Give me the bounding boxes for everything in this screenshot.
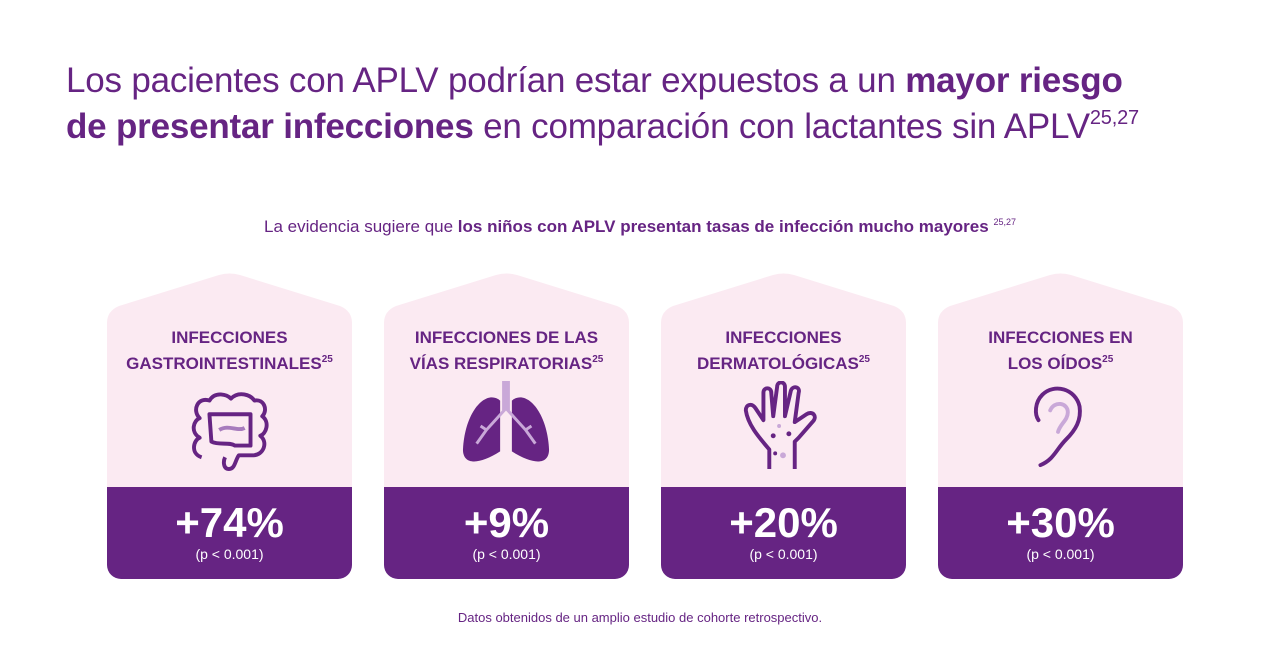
stat-value: +30% [1006,499,1115,546]
card-title: INFECCIONES DE LAS VÍAS RESPIRATORIAS25 [384,325,629,377]
stat-value: +20% [729,499,838,546]
p-value: (p < 0.001) [472,546,541,562]
p-value: (p < 0.001) [1026,546,1095,562]
intestine-icon [191,392,269,471]
card-title: INFECCIONES DERMATOLÓGICAS25 [661,325,906,377]
subtitle: La evidencia sugiere que los niños con A… [0,217,1280,237]
card-ref: 25 [592,354,604,365]
card-title-line: INFECCIONES DE LAS [414,328,599,347]
ear-icon [1033,386,1082,468]
p-value: (p < 0.001) [749,546,818,562]
subtitle-refs: 25,27 [993,217,1016,227]
title-refs: 25,27 [1089,107,1139,129]
card-stat: +9% (p < 0.001) [384,487,629,579]
card-title-line: GASTROINTESTINALES [126,354,322,373]
footnote: Datos obtenidos de un amplio estudio de … [457,610,823,625]
subtitle-text: La evidencia sugiere que [264,217,458,236]
title-bold: mayor riesgo [905,61,1123,100]
card-ref: 25 [1102,354,1114,365]
title-bold: de presentar infecciones [66,107,474,146]
card-title-line: VÍAS RESPIRATORIAS [409,354,593,373]
card-stat: +30% (p < 0.001) [938,487,1183,579]
subtitle-bold: los niños con APLV presentan tasas de in… [457,217,989,236]
page-title: Los pacientes con APLV podrían estar exp… [66,58,1246,150]
infection-card: INFECCIONES GASTROINTESTINALES25 +74% (p <… [107,273,352,579]
infection-card: INFECCIONES EN LOS OÍDOS25 +30% (p < 0.001… [938,273,1183,579]
card-title: INFECCIONES EN LOS OÍDOS25 [938,325,1183,377]
hand-rash-icon [743,381,817,470]
card-title-line: DERMATOLÓGICAS [697,354,859,373]
card-title: INFECCIONES GASTROINTESTINALES25 [107,325,352,377]
title-text: Los pacientes con APLV podrían estar exp… [66,61,906,100]
card-ref: 25 [858,354,870,365]
card-background [107,273,352,503]
infection-card: INFECCIONES DERMATOLÓGICAS25 +20% (p < 0.0… [661,273,906,579]
card-stat: +20% (p < 0.001) [661,487,906,579]
title-text: en comparación con lactantes sin APLV [473,107,1090,146]
stat-value: +74% [175,499,284,546]
infection-card: INFECCIONES DE LAS VÍAS RESPIRATORIAS25 +… [384,273,629,579]
card-title-line: INFECCIONES [725,328,842,347]
card-title-line: LOS OÍDOS [1007,354,1103,373]
p-value: (p < 0.001) [195,546,264,562]
card-stat: +74% (p < 0.001) [107,487,352,579]
card-title-line: INFECCIONES EN [988,328,1133,347]
stat-value: +9% [463,499,550,546]
card-ref: 25 [321,354,333,365]
card-title-line: INFECCIONES [171,328,288,347]
lungs-icon [462,381,550,462]
